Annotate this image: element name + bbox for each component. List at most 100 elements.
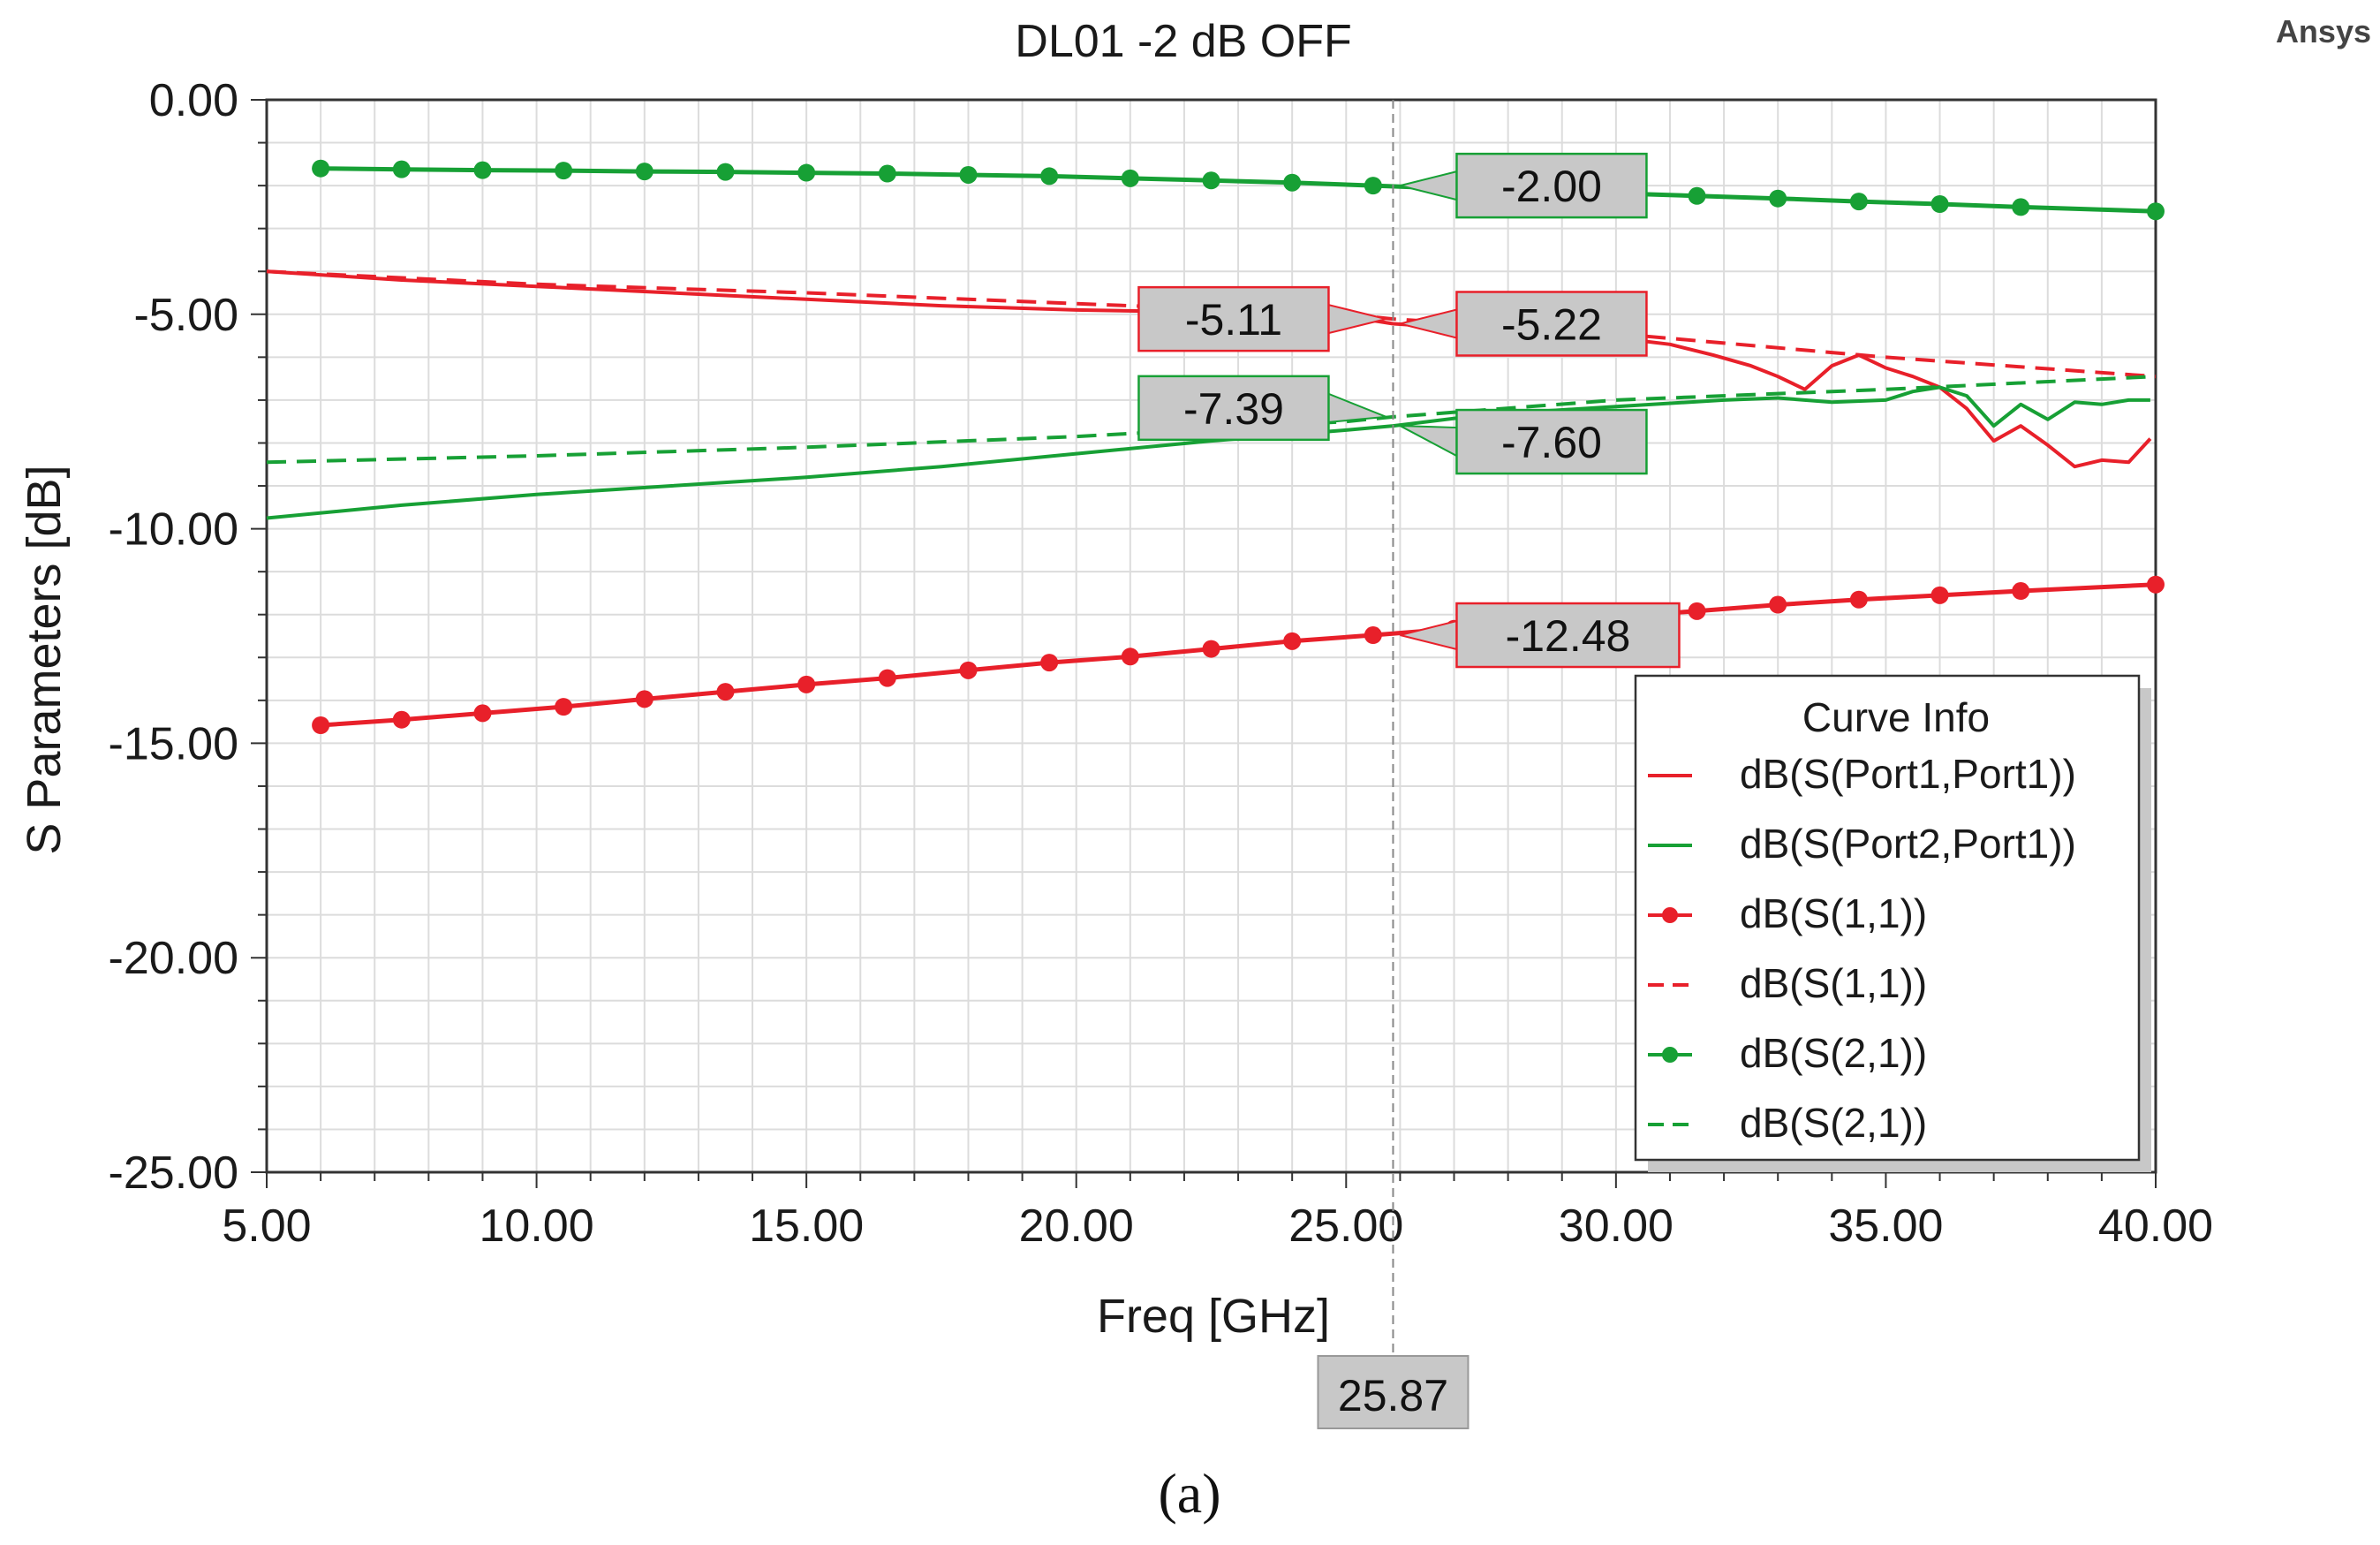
legend-entry[interactable]: dB(S(1,1)) xyxy=(1648,890,1927,936)
x-tick-labels: 5.00 10.00 15.00 20.00 25.00 30.00 35.00 40.00 xyxy=(222,1200,2213,1252)
x-tick-label: 40.00 xyxy=(2098,1200,2213,1252)
data-point xyxy=(716,163,735,181)
plot-area-border xyxy=(265,98,2157,1174)
legend-entry[interactable]: dB(S(2,1)) xyxy=(1648,1030,1927,1076)
y-axis-label: S Parameters [dB] xyxy=(18,465,71,854)
legend-label: dB(S(Port2,Port1)) xyxy=(1740,821,2076,867)
plot-frame xyxy=(251,98,2157,1188)
callout-value: -12.48 xyxy=(1506,611,1631,661)
x-tick-label: 25.00 xyxy=(1288,1200,1403,1252)
legend-entry[interactable]: dB(S(Port1,Port1)) xyxy=(1648,751,2076,797)
y-tick-label: 0.00 xyxy=(149,75,238,126)
y-tick-label: -15.00 xyxy=(109,718,238,769)
legend-entry[interactable]: dB(S(Port2,Port1)) xyxy=(1648,821,2076,867)
legend-label: dB(S(1,1)) xyxy=(1740,890,1927,936)
callout-box xyxy=(1455,602,1681,669)
marker-callout: -7.39 xyxy=(1137,375,1386,442)
legend-label: dB(S(Port1,Port1)) xyxy=(1740,751,2076,797)
data-point xyxy=(1202,640,1220,658)
marker-callout: -12.48 xyxy=(1400,602,1681,669)
callout-pointer xyxy=(1327,303,1386,335)
legend-label: dB(S(2,1)) xyxy=(1740,1030,1927,1076)
x-tick-label: 10.00 xyxy=(480,1200,594,1252)
data-point xyxy=(1849,193,1868,211)
callout-value: -2.00 xyxy=(1501,162,1602,211)
data-point xyxy=(312,159,330,178)
series-2 xyxy=(266,385,2150,520)
brand-logo-text: Ansys xyxy=(2276,13,2371,49)
x-tick-label: 5.00 xyxy=(222,1200,311,1252)
legend-entry[interactable]: dB(S(1,1)) xyxy=(1648,960,1927,1006)
callout-box xyxy=(1137,375,1330,442)
data-point xyxy=(1688,186,1706,205)
figure-caption: (a) xyxy=(1158,1462,1220,1525)
data-point xyxy=(1849,590,1868,609)
data-point xyxy=(1040,654,1059,672)
series-1 xyxy=(266,269,2152,469)
data-point xyxy=(2147,202,2165,221)
series-3 xyxy=(312,575,2165,735)
data-point xyxy=(312,716,330,735)
marker-x-label: 25.87 xyxy=(1338,1371,1448,1420)
callout-value: -5.22 xyxy=(1501,299,1602,349)
callout-pointer xyxy=(1400,619,1458,651)
callout-pointer xyxy=(1400,170,1458,201)
marker-callout: -5.22 xyxy=(1400,291,1648,357)
callout-pointer xyxy=(1399,425,1458,458)
chart-title: DL01 -2 dB OFF xyxy=(1015,16,1351,67)
callout-box xyxy=(1455,291,1648,357)
y-tick-label: -10.00 xyxy=(109,504,238,556)
legend[interactable]: Curve Info dB(S(Port1,Port1)) dB(S(Port2,P… xyxy=(1634,674,2151,1172)
data-point xyxy=(1364,626,1382,645)
legend-entry[interactable]: dB(S(2,1)) xyxy=(1648,1100,1927,1146)
data-point xyxy=(1930,195,1949,214)
x-axis-label: Freq [GHz] xyxy=(1097,1290,1330,1343)
x-tick-label: 35.00 xyxy=(1828,1200,1943,1252)
marker-callout: -7.60 xyxy=(1399,408,1648,475)
marker-annotations: 25.87 -2.00 -5.11 -5.22 -7.39 -7.60 -12.48 xyxy=(1137,100,1681,1429)
data-point xyxy=(2012,198,2030,216)
data-point xyxy=(555,162,573,180)
data-point xyxy=(2012,582,2030,601)
data-point xyxy=(1688,602,1706,620)
data-point xyxy=(635,163,654,181)
legend-marker xyxy=(1662,907,1678,923)
legend-box xyxy=(1634,674,2141,1162)
y-tick-label: -5.00 xyxy=(133,290,238,341)
callout-value: -7.60 xyxy=(1501,418,1602,467)
legend-label: dB(S(1,1)) xyxy=(1740,960,1927,1006)
legend-marker xyxy=(1662,1047,1678,1063)
data-point xyxy=(1121,648,1139,666)
x-tick-label: 30.00 xyxy=(1559,1200,1674,1252)
data-point xyxy=(1121,169,1139,187)
data-point xyxy=(555,698,573,716)
x-tick-label: 20.00 xyxy=(1019,1200,1134,1252)
data-point xyxy=(1769,595,1787,614)
series-5 xyxy=(312,159,2165,221)
callout-pointer xyxy=(1327,392,1386,423)
data-point xyxy=(797,675,816,693)
data-point xyxy=(2147,575,2165,594)
callout-box xyxy=(1455,408,1648,475)
legend-title: Curve Info xyxy=(1802,694,1990,740)
data-point xyxy=(1040,167,1059,186)
data-point xyxy=(878,669,896,687)
y-tick-label: -25.00 xyxy=(109,1147,238,1199)
data-point xyxy=(392,160,411,178)
data-point xyxy=(1283,173,1302,192)
data-series xyxy=(266,159,2165,735)
data-point xyxy=(1202,171,1220,190)
series-line xyxy=(266,269,2157,379)
callout-value: -5.11 xyxy=(1185,295,1282,345)
marker-x-box xyxy=(1317,1355,1470,1429)
series-line xyxy=(266,385,2150,520)
y-tick-label: -20.00 xyxy=(109,933,238,984)
marker-callout: -5.11 xyxy=(1137,285,1386,352)
data-point xyxy=(635,690,654,708)
series-line xyxy=(266,269,2152,469)
data-point xyxy=(797,163,816,182)
legend-label: dB(S(2,1)) xyxy=(1740,1100,1927,1146)
series-4 xyxy=(266,269,2157,379)
data-point xyxy=(473,161,492,179)
